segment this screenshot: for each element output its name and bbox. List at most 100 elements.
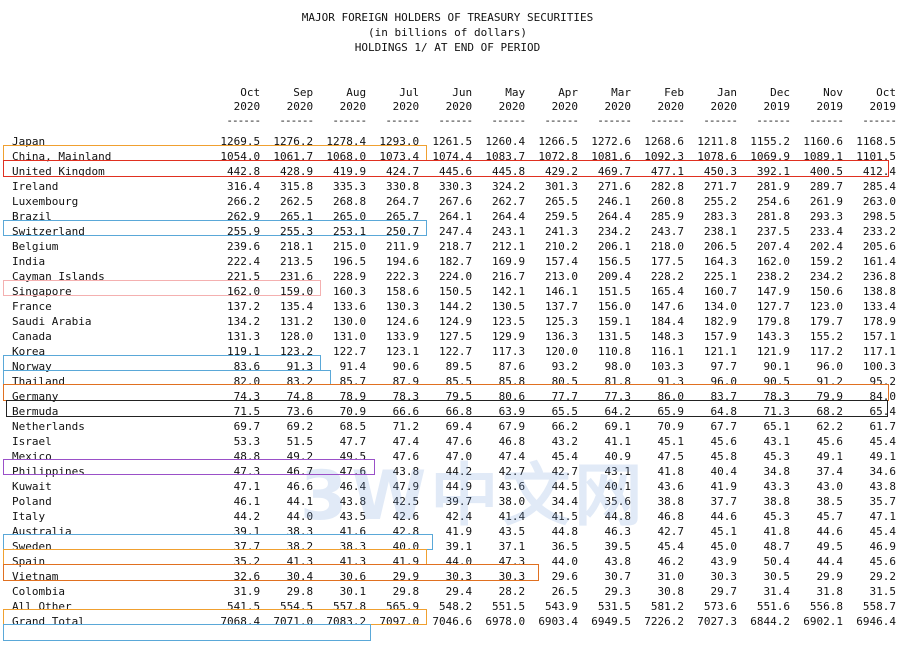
holding-value: 44.8 [551,525,579,538]
holding-value: 218.7 [438,240,473,253]
table-row: Colombia 31.9 29.8 30.1 29.8 29.4 28.2 26.5 29.3… [6,584,898,599]
holding-value: 412.4 [862,165,896,178]
holding-value: 29.9 [816,570,843,583]
table-row: Kuwait 47.1 46.6 46.4 47.9 44.9 43.6 44.5 40.1 43… [6,479,898,494]
holding-value: 48.8 [233,450,261,463]
holding-value: 39.5 [604,540,632,553]
holding-value: 38.5 [816,495,843,508]
holding-value: 43.3 [763,480,791,493]
holding-value: 265.7 [385,210,420,223]
holding-value: 1068.0 [326,150,367,163]
holding-value: 1078.6 [697,150,738,163]
holding-value: 131.5 [597,330,632,343]
table-row: Singapore 162.0 159.0 160.3 158.6 150.5 142.1 1… [6,284,898,299]
holding-value: 125.3 [544,315,579,328]
column-header: Aug 2020 ------ [315,86,368,128]
holding-value: 44.0 [445,555,473,568]
holding-value: 129.9 [491,330,526,343]
country-name: Kuwait [12,480,52,493]
country-name: Grand Total [12,615,85,628]
holding-value: 30.3 [710,570,738,583]
holding-value: 38.8 [763,495,791,508]
column-month: Oct [876,86,896,99]
holding-value: 50.4 [763,555,791,568]
holding-value: 159.2 [809,255,843,268]
holding-value: 65.1 [763,420,791,433]
holding-value: 1266.5 [538,135,579,148]
column-month: Mar [611,86,632,99]
holding-value: 46.8 [498,435,526,448]
holding-value: 40.0 [392,540,420,553]
country-name: India [12,255,46,268]
column-year: 2020 [445,100,473,113]
holding-value: 531.5 [597,600,632,613]
holding-value: 250.7 [385,225,420,238]
holding-value: 548.2 [438,600,473,613]
holding-value: 138.8 [862,285,896,298]
country-name: Japan [12,135,46,148]
column-month: Nov [823,86,843,99]
holding-value: 34.8 [763,465,791,478]
holding-value: 44.4 [816,555,843,568]
holding-value: 38.3 [286,525,314,538]
holding-value: 160.7 [703,285,738,298]
holding-value: 133.4 [862,300,896,313]
holding-value: 157.4 [544,255,579,268]
column-year: 2020 [392,100,420,113]
holding-value: 71.2 [392,420,420,433]
holding-value: 131.0 [333,330,367,343]
holding-value: 442.8 [227,165,261,178]
holding-value: 194.6 [385,255,420,268]
holding-value: 179.7 [809,315,843,328]
holding-value: 212.1 [491,240,526,253]
holding-value: 46.6 [286,480,314,493]
holding-value: 131.3 [227,330,261,343]
holding-value: 127.5 [438,330,473,343]
holding-value: 7027.3 [697,615,738,628]
country-name: Mexico [12,450,52,463]
holding-value: 558.7 [862,600,896,613]
holding-value: 96.0 [816,360,843,373]
holding-value: 265.5 [544,195,579,208]
holding-value: 51.5 [286,435,314,448]
holding-value: 47.4 [392,435,420,448]
holding-value: 231.6 [280,270,314,283]
country-name: Canada [12,330,52,343]
holding-value: 262.9 [227,210,261,223]
holding-value: 216.7 [491,270,526,283]
holding-value: 262.7 [491,195,526,208]
holding-value: 6902.1 [803,615,843,628]
holding-value: 45.3 [763,510,791,523]
holding-value: 1293.0 [379,135,420,148]
holdings-table-body: Japan 1269.5 1276.2 1278.4 1293.0 1261.5 1260.… [6,134,898,629]
holding-value: 42.5 [392,495,420,508]
holding-value: 47.6 [339,465,367,478]
holding-value: 90.1 [763,360,791,373]
holding-value: 150.6 [809,285,843,298]
table-row: Spain 35.2 41.3 41.3 41.9 44.0 47.3 44.0 43.8 46.… [6,554,898,569]
holding-value: 161.4 [862,255,896,268]
holding-value: 91.3 [286,360,314,373]
column-underline: ------ [862,114,897,127]
holding-value: 41.5 [551,510,579,523]
holding-value: 238.2 [756,270,790,283]
column-month: Jan [717,86,738,99]
holding-value: 209.4 [597,270,632,283]
holding-value: 543.9 [544,600,579,613]
holding-value: 49.5 [339,450,367,463]
holding-value: 42.7 [551,465,579,478]
holding-value: 1101.5 [856,150,896,163]
holding-value: 254.6 [756,195,790,208]
holding-value: 41.9 [710,480,738,493]
holding-value: 34.6 [869,465,897,478]
holding-value: 1061.7 [273,150,314,163]
holding-value: 260.8 [650,195,685,208]
holding-value: 265.0 [333,210,367,223]
holding-value: 1054.0 [220,150,261,163]
holding-value: 1155.2 [750,135,790,148]
country-name: Italy [12,510,46,523]
holding-value: 40.4 [710,465,738,478]
holding-value: 41.1 [604,435,632,448]
holding-value: 47.9 [392,480,420,493]
holding-value: 1272.6 [591,135,632,148]
